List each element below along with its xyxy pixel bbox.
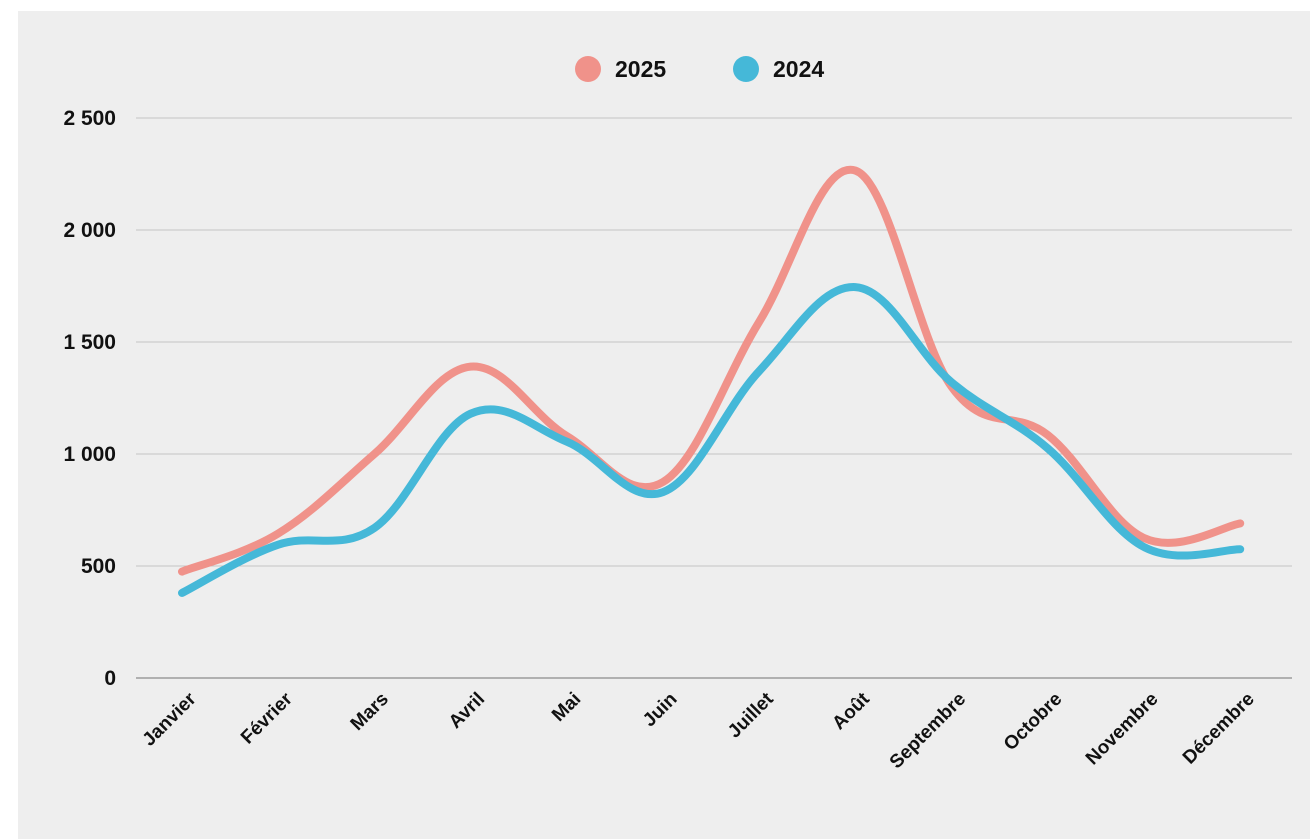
x-tick-label: Septembre xyxy=(886,689,970,773)
y-axis-ticks: 0 500 1 000 1 500 2 000 2 500 xyxy=(63,107,116,690)
chart-panel xyxy=(18,11,1310,839)
x-tick-label: Avril xyxy=(445,689,489,733)
x-tick-label: Octobre xyxy=(1000,689,1066,755)
y-tick-label: 1 500 xyxy=(63,331,116,354)
series-line-2024 xyxy=(178,283,1245,597)
legend-marker xyxy=(733,56,759,82)
x-tick-label: Janvier xyxy=(139,688,201,750)
legend-label: 2025 xyxy=(615,56,666,82)
series-line-2025 xyxy=(178,165,1245,576)
x-tick-label: Juin xyxy=(639,689,681,731)
series-lines xyxy=(178,165,1245,597)
x-tick-label: Août xyxy=(828,688,874,734)
x-tick-label: Décembre xyxy=(1179,689,1259,769)
legend-marker xyxy=(575,56,601,82)
y-tick-label: 0 xyxy=(104,667,116,690)
y-tick-label: 1 000 xyxy=(63,443,116,466)
x-axis-ticks: Janvier Février Mars Avril Mai Juin Juillet Aoû… xyxy=(139,688,1259,773)
x-tick-label: Novembre xyxy=(1082,689,1163,770)
y-tick-label: 2 000 xyxy=(63,219,116,242)
legend: 2025 2024 xyxy=(575,56,824,82)
x-tick-label: Juillet xyxy=(724,688,778,742)
legend-label: 2024 xyxy=(773,56,824,82)
gridlines xyxy=(136,117,1292,679)
x-tick-label: Mars xyxy=(347,689,393,735)
x-tick-label: Février xyxy=(237,688,297,748)
y-tick-label: 2 500 xyxy=(63,107,116,130)
x-tick-label: Mai xyxy=(548,689,585,726)
y-tick-label: 500 xyxy=(81,555,116,578)
